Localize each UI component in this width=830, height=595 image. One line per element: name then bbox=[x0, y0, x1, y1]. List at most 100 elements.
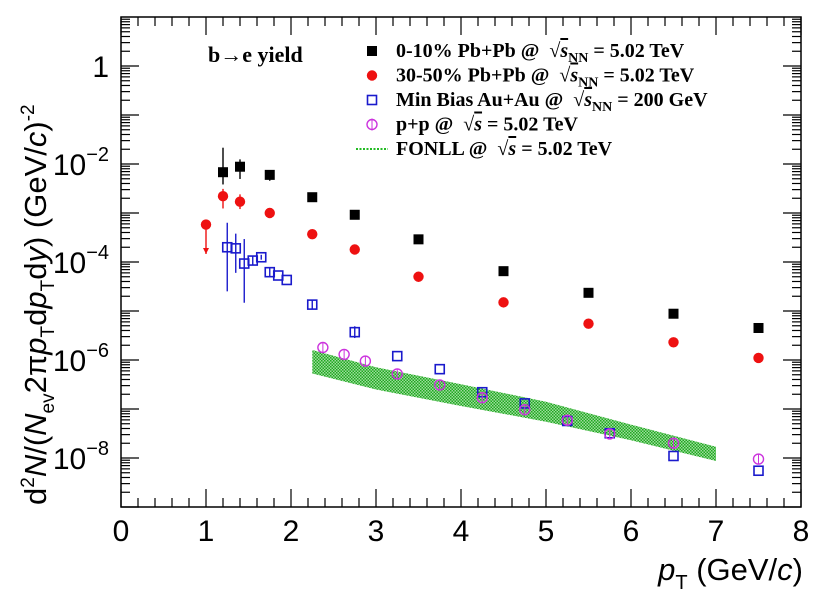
marker-shape bbox=[753, 465, 764, 477]
data-point-s0-p4 bbox=[349, 209, 360, 220]
marker-shape bbox=[200, 219, 212, 230]
data-point-s3-p5 bbox=[476, 392, 488, 404]
marker-shape bbox=[668, 450, 679, 462]
marker-shape bbox=[413, 271, 424, 282]
svg-text:pT (GeV/c): pT (GeV/c) bbox=[657, 552, 803, 594]
y-tick-label: 10−6 bbox=[53, 340, 109, 378]
data-point-s2-p7 bbox=[281, 274, 293, 286]
legend-entry: 0-10% Pb+Pb @ √sNN = 5.02 TeV bbox=[367, 40, 685, 66]
data-point-s0-p1 bbox=[235, 161, 245, 172]
marker-shape bbox=[583, 318, 594, 329]
data-point-s1-p5 bbox=[349, 244, 360, 255]
marker-shape bbox=[366, 94, 378, 106]
data-point-s2-p11 bbox=[434, 363, 446, 375]
legend-entry: Min Bias Au+Au @ √sNN = 200 GeV bbox=[366, 89, 708, 115]
y-tick-label: 10−8 bbox=[53, 438, 109, 476]
y-tick-label: 1 bbox=[92, 51, 109, 84]
data-point-s3-p2 bbox=[359, 355, 372, 367]
data-point-s2-p17 bbox=[753, 465, 764, 477]
legend-label: 0-10% Pb+Pb @ √sNN = 5.02 TeV bbox=[396, 40, 685, 66]
marker-shape bbox=[255, 251, 267, 263]
marker-shape bbox=[307, 228, 318, 240]
svg-text:d2N/(Nev2πpTdpTdy) (GeV/c)-2: d2N/(Nev2πpTdpTdy) (GeV/c)-2 bbox=[18, 104, 59, 505]
marker-shape bbox=[391, 350, 403, 362]
x-tick-label: 5 bbox=[538, 515, 555, 548]
data-point-s3-p9 bbox=[667, 437, 680, 449]
axis-ticks: 0 1 2 3 4 5 6 7 8 10−8 10−6 10−4 10−2 1 bbox=[53, 17, 810, 548]
marker-shape bbox=[234, 196, 246, 207]
data-point-s2-p10 bbox=[391, 350, 403, 362]
marker-shape bbox=[349, 244, 360, 255]
data-point-s1-p10 bbox=[753, 352, 764, 364]
x-tick-label: 7 bbox=[708, 515, 725, 548]
marker-shape bbox=[272, 270, 284, 281]
data-point-s3-p10 bbox=[752, 453, 765, 465]
x-tick-label: 8 bbox=[793, 515, 810, 548]
data-point-s0-p3 bbox=[307, 192, 318, 203]
data-point-s2-p4 bbox=[255, 251, 267, 263]
x-tick-label: 3 bbox=[368, 515, 385, 548]
x-tick-label: 4 bbox=[453, 515, 470, 548]
marker-shape bbox=[367, 46, 377, 56]
marker-shape bbox=[281, 274, 293, 286]
upper-limit-arrow bbox=[203, 247, 209, 254]
legend-label: 30-50% Pb+Pb @ √sNN = 5.02 TeV bbox=[396, 65, 695, 91]
data-point-s3-p3 bbox=[391, 368, 403, 380]
data-point-s0-p9 bbox=[753, 322, 764, 333]
marker-shape bbox=[235, 161, 245, 172]
marker-shape bbox=[434, 363, 446, 375]
data-point-s1-p6 bbox=[413, 271, 424, 282]
x-axis-title: pT (GeV/c) bbox=[657, 552, 803, 594]
fonll-band-layer bbox=[312, 350, 716, 461]
data-point-s2-p16 bbox=[668, 450, 679, 462]
data-point-s2-p6 bbox=[272, 270, 284, 281]
marker-shape bbox=[413, 234, 424, 245]
data-point-s3-p6 bbox=[519, 403, 531, 416]
chart-title: b→e yield bbox=[208, 42, 303, 67]
marker-shape bbox=[498, 297, 509, 308]
legend-marker bbox=[366, 94, 378, 106]
data-point-s1-p0 bbox=[200, 219, 212, 230]
data-point-s0-p2 bbox=[264, 169, 275, 180]
data-point-s1-p3 bbox=[264, 207, 275, 219]
data-point-s1-p4 bbox=[307, 228, 318, 240]
data-point-s2-p9 bbox=[349, 326, 361, 338]
data-point-s0-p6 bbox=[498, 266, 509, 277]
data-point-s2-p1 bbox=[230, 243, 242, 254]
legend-marker bbox=[366, 70, 378, 81]
marker-shape bbox=[498, 266, 509, 277]
marker-shape bbox=[349, 209, 360, 220]
marker-shape bbox=[230, 243, 242, 254]
data-point-s3-p0 bbox=[317, 341, 329, 354]
data-point-s3-p7 bbox=[561, 414, 573, 426]
marker-shape bbox=[264, 169, 275, 180]
data-point-s1-p7 bbox=[498, 297, 509, 308]
y-axis-title: d2N/(Nev2πpTdpTdy) (GeV/c)-2 bbox=[18, 104, 59, 505]
legend-entry: FONLL @ √s = 5.02 TeV bbox=[356, 138, 613, 160]
data-point-s1-p1 bbox=[217, 191, 229, 202]
data-point-s1-p2 bbox=[234, 196, 246, 207]
marker-shape bbox=[753, 352, 764, 364]
data-point-s1-p8 bbox=[583, 318, 594, 329]
data-point-s3-p1 bbox=[338, 348, 350, 361]
y-tick-label: 10−4 bbox=[53, 242, 109, 280]
x-tick-label: 1 bbox=[198, 515, 215, 548]
marker-shape bbox=[349, 326, 361, 338]
x-tick-label: 0 bbox=[113, 515, 130, 548]
legend-label: p+p @ √s = 5.02 TeV bbox=[396, 114, 578, 136]
marker-shape bbox=[753, 322, 764, 333]
legend-label: Min Bias Au+Au @ √sNN = 200 GeV bbox=[396, 89, 708, 115]
marker-shape bbox=[218, 167, 228, 178]
data-point-s3-p8 bbox=[604, 428, 616, 440]
marker-shape bbox=[366, 70, 378, 81]
marker-shape bbox=[217, 191, 229, 202]
data-point-s0-p7 bbox=[583, 287, 594, 298]
data-point-s0-p8 bbox=[668, 308, 679, 319]
marker-shape bbox=[307, 192, 318, 203]
data-point-s1-p9 bbox=[668, 337, 679, 348]
marker-shape bbox=[264, 207, 275, 219]
data-point-s2-p8 bbox=[306, 299, 318, 310]
y-tick-label: 10−2 bbox=[53, 144, 109, 182]
legend-entry: 30-50% Pb+Pb @ √sNN = 5.02 TeV bbox=[366, 65, 695, 91]
